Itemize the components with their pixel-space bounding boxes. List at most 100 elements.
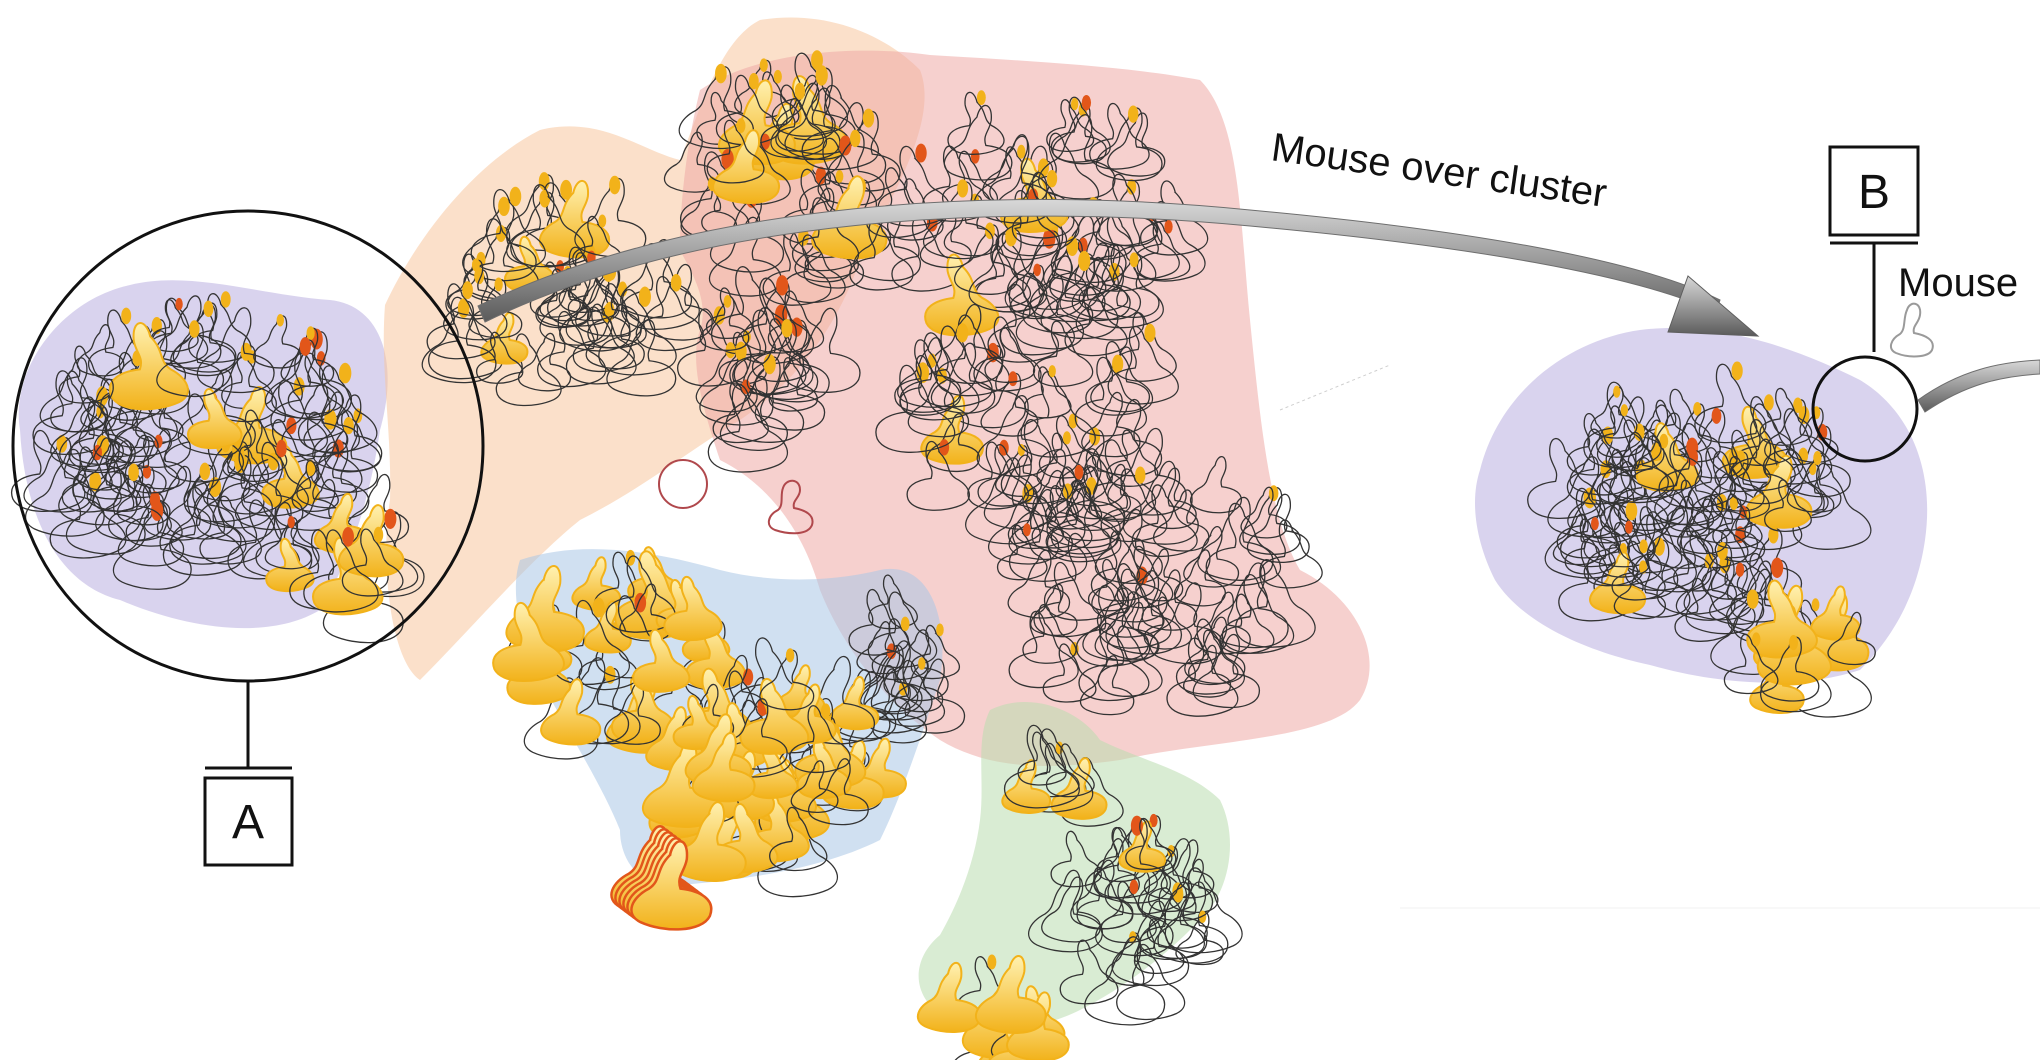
shape-glyph-icon[interactable] xyxy=(170,304,236,377)
shape-glyph-icon[interactable] xyxy=(947,91,1005,155)
shape-glyph-icon[interactable] xyxy=(195,454,276,543)
shape-glyph-icon[interactable] xyxy=(663,575,723,642)
shape-glyph-icon[interactable] xyxy=(968,228,1045,313)
shape-glyph-icon[interactable] xyxy=(982,134,1048,207)
shape-glyph-icon[interactable] xyxy=(1116,943,1186,1021)
shape-glyph-icon[interactable] xyxy=(1221,574,1295,654)
shape-glyph-icon[interactable] xyxy=(1694,363,1767,444)
shape-glyph-icon[interactable] xyxy=(896,658,966,734)
shape-glyph-icon[interactable] xyxy=(255,502,320,574)
shape-glyph-icon[interactable] xyxy=(117,493,185,567)
shape-glyph-icon[interactable] xyxy=(918,325,993,408)
shape-glyph-icon[interactable] xyxy=(1031,485,1093,553)
shape-glyph-icon[interactable] xyxy=(1052,104,1107,165)
magnifier-circle-icon[interactable] xyxy=(1811,355,1919,463)
shape-glyph-icon[interactable] xyxy=(1205,502,1282,587)
shape-glyph-icon[interactable] xyxy=(462,198,537,282)
shape-glyph-icon[interactable] xyxy=(1192,633,1261,709)
shape-glyph-icon[interactable] xyxy=(719,375,788,451)
shape-glyph-icon[interactable] xyxy=(156,322,225,398)
shape-glyph-icon[interactable] xyxy=(1590,386,1638,439)
shape-glyph-icon[interactable] xyxy=(1723,633,1779,695)
shape-glyph-icon[interactable] xyxy=(884,659,946,727)
shape-glyph-icon[interactable] xyxy=(1106,429,1159,487)
shape-glyph-icon[interactable] xyxy=(790,760,839,813)
shape-glyph-icon[interactable] xyxy=(1731,396,1795,466)
shape-glyph-icon[interactable] xyxy=(280,327,335,387)
shape-glyph-icon[interactable] xyxy=(1136,221,1191,281)
shape-glyph-icon[interactable] xyxy=(710,266,792,356)
shape-glyph-icon[interactable] xyxy=(1676,498,1728,555)
shape-glyph-icon[interactable] xyxy=(1042,643,1097,703)
shape-glyph-icon[interactable] xyxy=(58,437,138,526)
shape-glyph-icon[interactable] xyxy=(1552,513,1600,566)
shape-glyph-icon[interactable] xyxy=(699,343,774,426)
shape-glyph-icon[interactable] xyxy=(1074,356,1148,437)
shape-glyph-icon[interactable] xyxy=(65,466,146,555)
shape-glyph-icon[interactable] xyxy=(984,327,1036,383)
shape-glyph-icon[interactable] xyxy=(987,283,1060,363)
shape-glyph-icon[interactable] xyxy=(1015,274,1085,350)
shape-glyph-icon[interactable] xyxy=(1810,585,1861,641)
shape-glyph-icon[interactable] xyxy=(857,645,919,713)
shape-glyph-icon[interactable] xyxy=(303,391,360,454)
magnifier-a[interactable]: A xyxy=(11,209,485,867)
shape-glyph-icon[interactable] xyxy=(1036,432,1088,490)
shape-glyph-icon[interactable] xyxy=(1116,545,1174,609)
shape-glyph-icon[interactable] xyxy=(1075,264,1145,341)
shape-glyph-icon[interactable] xyxy=(1032,320,1094,387)
shape-glyph-icon[interactable] xyxy=(574,177,647,258)
shape-glyph-icon[interactable] xyxy=(859,640,933,721)
shape-glyph-icon[interactable] xyxy=(1078,622,1150,702)
shape-glyph-icon[interactable] xyxy=(1003,724,1080,809)
shape-glyph-icon[interactable] xyxy=(1146,881,1208,949)
shape-glyph-icon[interactable] xyxy=(1093,818,1171,904)
shape-glyph-icon[interactable] xyxy=(426,283,496,360)
shape-glyph-icon[interactable] xyxy=(341,528,404,597)
shape-glyph-icon[interactable] xyxy=(1143,596,1192,650)
shape-glyph-icon[interactable] xyxy=(1106,601,1160,660)
shape-glyph-icon[interactable] xyxy=(172,302,237,373)
shape-glyph-icon[interactable] xyxy=(1140,467,1197,529)
shape-glyph-icon[interactable] xyxy=(1566,428,1636,505)
shape-glyph-icon[interactable] xyxy=(977,444,1035,507)
shape-glyph-icon[interactable] xyxy=(575,265,640,337)
shape-glyph-icon[interactable] xyxy=(109,434,167,498)
shape-glyph-icon[interactable] xyxy=(853,206,921,282)
shape-glyph-icon[interactable] xyxy=(1173,549,1226,607)
shape-glyph-icon[interactable] xyxy=(24,448,105,537)
shape-glyph-icon[interactable] xyxy=(220,446,282,515)
shape-glyph-icon[interactable] xyxy=(856,621,905,675)
shape-glyph-icon[interactable] xyxy=(783,307,861,393)
shape-glyph-icon[interactable] xyxy=(572,215,623,272)
shape-glyph-icon[interactable] xyxy=(1107,325,1179,405)
shape-glyph-icon[interactable] xyxy=(789,705,851,773)
shape-glyph-icon[interactable] xyxy=(1673,530,1729,592)
shape-glyph-icon[interactable] xyxy=(1075,584,1151,667)
shape-glyph-icon[interactable] xyxy=(1583,381,1662,469)
shape-glyph-icon[interactable] xyxy=(1033,561,1102,638)
shape-glyph-icon[interactable] xyxy=(776,74,836,141)
shape-glyph-icon[interactable] xyxy=(270,352,350,441)
shape-glyph-icon[interactable] xyxy=(1000,419,1079,505)
shape-glyph-icon[interactable] xyxy=(771,52,849,137)
shape-glyph-icon[interactable] xyxy=(919,210,972,269)
shape-glyph-icon[interactable] xyxy=(68,400,133,471)
shape-glyph-icon[interactable] xyxy=(127,436,180,494)
shape-glyph-icon[interactable] xyxy=(1152,489,1210,552)
shape-glyph-icon[interactable] xyxy=(565,264,642,349)
shape-glyph-icon[interactable] xyxy=(10,429,86,513)
shape-glyph-icon[interactable] xyxy=(817,131,885,206)
shape-glyph-icon[interactable] xyxy=(707,384,789,473)
shape-glyph-icon[interactable] xyxy=(1197,496,1274,581)
shape-glyph-icon[interactable] xyxy=(445,253,506,320)
shape-glyph-icon[interactable] xyxy=(187,388,243,450)
shape-glyph-icon[interactable] xyxy=(337,504,405,578)
shape-glyph-icon[interactable] xyxy=(1175,911,1224,966)
shape-glyph-icon[interactable] xyxy=(271,331,352,421)
shape-glyph-icon[interactable] xyxy=(1239,487,1301,555)
shape-glyph-icon[interactable] xyxy=(1666,479,1715,532)
shape-glyph-icon[interactable] xyxy=(221,351,274,409)
shape-glyph-icon[interactable] xyxy=(604,682,661,745)
shape-glyph-icon[interactable] xyxy=(712,381,769,444)
